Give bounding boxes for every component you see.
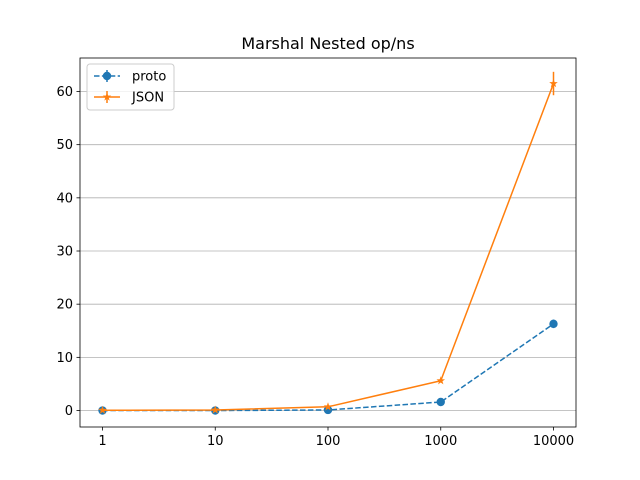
x-tick-label-100: 100 <box>316 434 341 449</box>
y-tick-label-0: 0 <box>65 404 73 419</box>
series-line-json <box>102 83 555 411</box>
data-point-proto-100 <box>323 405 333 415</box>
data-point-json-10 <box>210 405 220 414</box>
legend-marker-json <box>102 92 112 101</box>
y-tick-label-60: 60 <box>56 85 73 100</box>
series-layer <box>98 71 558 415</box>
chart-title: Marshal Nested op/ns <box>241 34 414 53</box>
y-tick-label-20: 20 <box>56 298 73 313</box>
data-point-proto-10000 <box>549 319 558 329</box>
data-point-json-10000 <box>549 79 558 88</box>
y-tick-label-50: 50 <box>56 138 73 153</box>
legend-label-json: JSON <box>131 91 164 106</box>
data-point-json-1000 <box>436 376 446 385</box>
series-line-proto <box>102 323 554 412</box>
legend-marker-proto <box>102 71 112 81</box>
axes-layer: 0 10 20 30 40 50 60 1 10 100 1000 10000 <box>56 57 577 449</box>
y-tick-label-10: 10 <box>56 351 73 366</box>
data-point-json-1 <box>98 405 107 414</box>
x-tick-label-1: 1 <box>98 434 106 449</box>
y-tick-label-40: 40 <box>56 191 73 206</box>
x-tick-label-10: 10 <box>207 434 224 449</box>
data-point-json-100 <box>323 402 333 411</box>
legend: proto JSON <box>86 63 175 111</box>
x-tick-label-10000: 10000 <box>533 434 574 449</box>
grid-layer <box>80 91 576 411</box>
axes-frame <box>79 57 577 428</box>
legend-label-proto: proto <box>132 70 166 85</box>
data-point-proto-1000 <box>436 397 445 407</box>
x-tick-label-1000: 1000 <box>424 434 457 449</box>
y-tick-label-30: 30 <box>56 245 73 260</box>
